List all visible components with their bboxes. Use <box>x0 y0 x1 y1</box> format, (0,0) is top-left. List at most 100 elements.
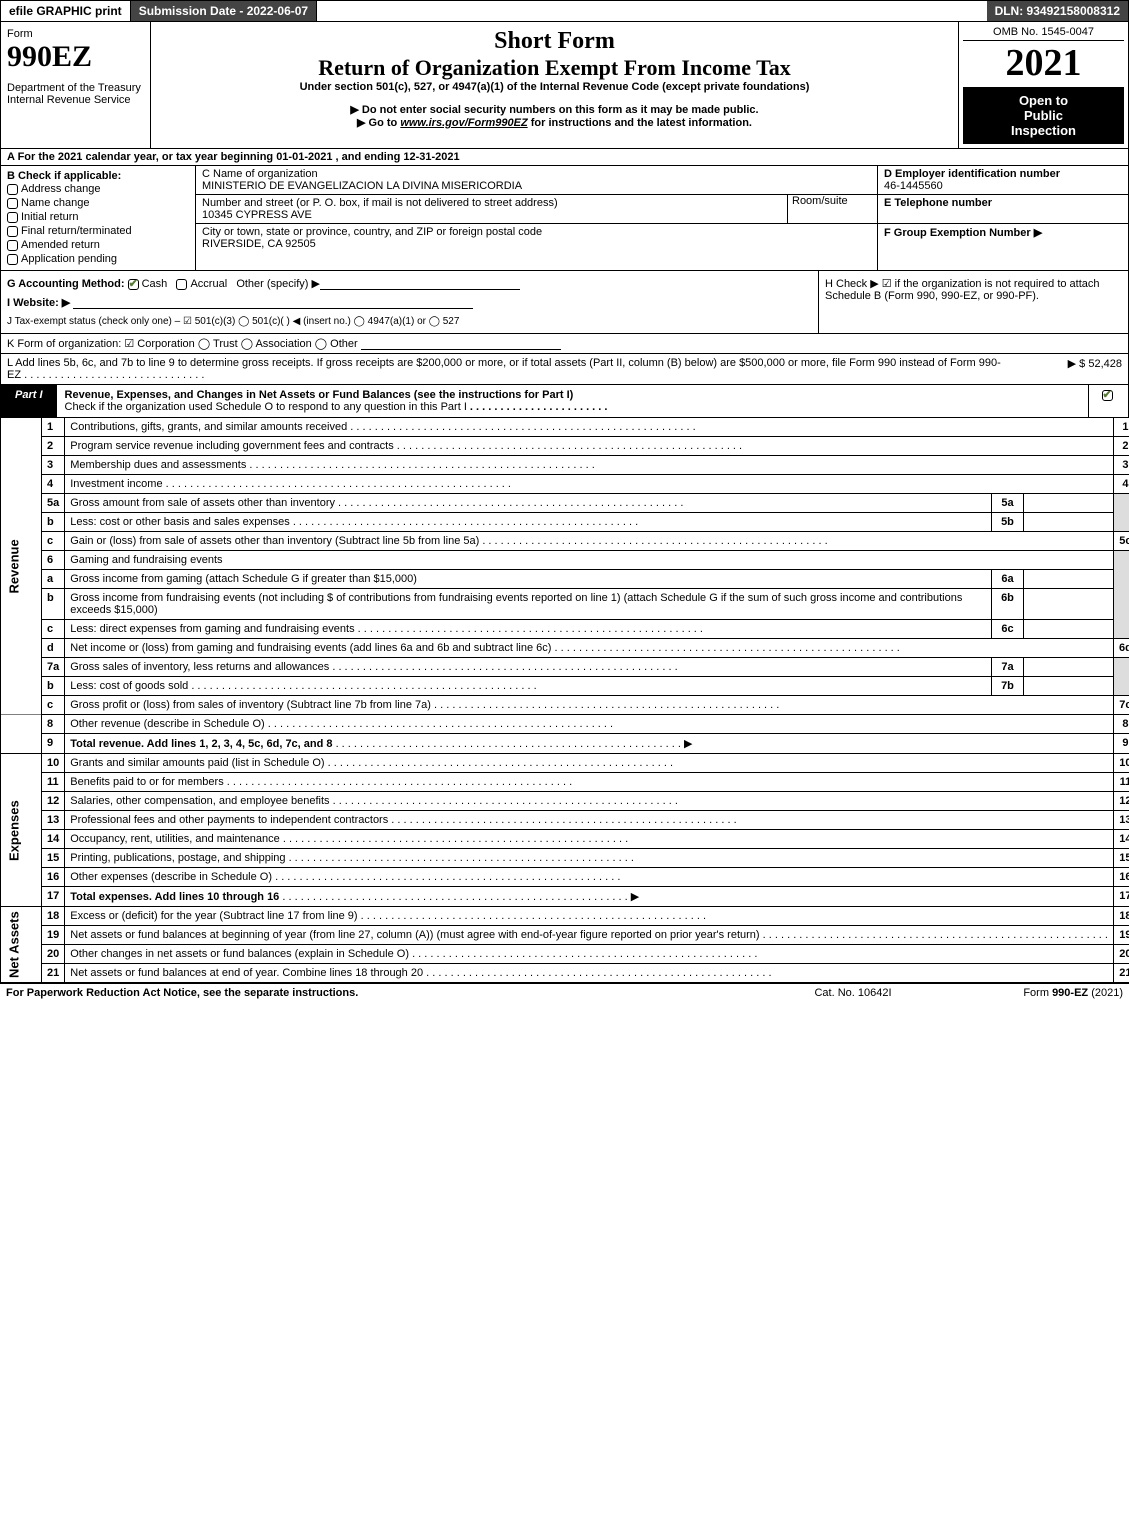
room-label: Room/suite <box>792 195 848 207</box>
line-18-desc: Excess or (deficit) for the year (Subtra… <box>65 907 1114 926</box>
org-address: 10345 CYPRESS AVE <box>202 209 787 221</box>
i-label: I Website: ▶ <box>7 297 70 309</box>
line-6c-desc: Less: direct expenses from gaming and fu… <box>65 620 992 639</box>
line-15-desc: Printing, publications, postage, and shi… <box>65 849 1114 868</box>
tax-year: 2021 <box>963 41 1124 85</box>
ein-label: D Employer identification number <box>884 168 1060 180</box>
header-center: Short Form Return of Organization Exempt… <box>151 22 958 148</box>
part1-tab: Part I <box>1 385 57 417</box>
footer-left: For Paperwork Reduction Act Notice, see … <box>6 987 753 999</box>
c-city-label: City or town, state or province, country… <box>202 226 871 238</box>
line-2-desc: Program service revenue including govern… <box>65 437 1114 456</box>
l-text: L Add lines 5b, 6c, and 7b to line 9 to … <box>7 357 1002 381</box>
col-d: D Employer identification number 46-1445… <box>878 166 1128 270</box>
form-title: Return of Organization Exempt From Incom… <box>161 55 948 81</box>
header-right: OMB No. 1545-0047 2021 Open to Public In… <box>958 22 1128 148</box>
line-19-desc: Net assets or fund balances at beginning… <box>65 926 1114 945</box>
part1-title: Revenue, Expenses, and Changes in Net As… <box>57 385 1088 417</box>
line-6a-val <box>1023 570 1113 589</box>
k-other-blank[interactable] <box>361 338 561 350</box>
form-subtitle: Under section 501(c), 527, or 4947(a)(1)… <box>161 81 948 93</box>
open-to-public: Open to Public Inspection <box>963 87 1124 144</box>
line-6c-val <box>1023 620 1113 639</box>
goto-pre: ▶ Go to <box>357 117 400 129</box>
line-4-desc: Investment income <box>65 475 1114 494</box>
footer: For Paperwork Reduction Act Notice, see … <box>0 983 1129 1002</box>
row-l: L Add lines 5b, 6c, and 7b to line 9 to … <box>0 354 1129 385</box>
line-6-desc: Gaming and fundraising events <box>65 551 1114 570</box>
lines-table: Revenue 1 Contributions, gifts, grants, … <box>0 418 1129 983</box>
chk-application-pending[interactable] <box>7 254 18 265</box>
telephone-label: E Telephone number <box>884 197 992 209</box>
submission-date: Submission Date - 2022-06-07 <box>131 1 317 21</box>
org-name: MINISTERIO DE EVANGELIZACION LA DIVINA M… <box>202 180 871 192</box>
line-6b-val <box>1023 589 1113 620</box>
section-bcd: B Check if applicable: Address change Na… <box>0 166 1129 271</box>
line-8-desc: Other revenue (describe in Schedule O) <box>65 715 1114 734</box>
line-1-desc: Contributions, gifts, grants, and simila… <box>65 418 1114 437</box>
chk-initial-return[interactable] <box>7 212 18 223</box>
line-11-desc: Benefits paid to or for members <box>65 773 1114 792</box>
org-city: RIVERSIDE, CA 92505 <box>202 238 871 250</box>
form-word: Form <box>7 28 144 40</box>
line-5b-desc: Less: cost or other basis and sales expe… <box>65 513 992 532</box>
footer-center: Cat. No. 10642I <box>753 987 953 999</box>
h-text: H Check ▶ ☑ if the organization is not r… <box>825 278 1100 302</box>
line-5a-desc: Gross amount from sale of assets other t… <box>65 494 992 513</box>
line-17-desc: Total expenses. Add lines 10 through 16 <box>65 887 1114 907</box>
revenue-label: Revenue <box>1 418 42 715</box>
chk-final-return[interactable] <box>7 226 18 237</box>
k-text: K Form of organization: ☑ Corporation ◯ … <box>7 338 358 350</box>
form-header: Form 990EZ Department of the Treasury In… <box>0 22 1129 149</box>
line-20-desc: Other changes in net assets or fund bala… <box>65 945 1114 964</box>
form-number: 990EZ <box>7 40 144 74</box>
open-line-3: Inspection <box>967 123 1120 138</box>
chk-amended-return[interactable] <box>7 240 18 251</box>
line-5a-val <box>1023 494 1113 513</box>
efile-print[interactable]: efile GRAPHIC print <box>1 1 131 21</box>
short-form-label: Short Form <box>161 28 948 55</box>
g-label: G Accounting Method: <box>7 278 125 290</box>
line-7a-desc: Gross sales of inventory, less returns a… <box>65 658 992 677</box>
goto-line: ▶ Go to www.irs.gov/Form990EZ for instru… <box>161 116 948 129</box>
line-14-desc: Occupancy, rent, utilities, and maintena… <box>65 830 1114 849</box>
line-3-desc: Membership dues and assessments <box>65 456 1114 475</box>
chk-accrual[interactable] <box>176 279 187 290</box>
line-10-desc: Grants and similar amounts paid (list in… <box>65 754 1114 773</box>
ghi-left: G Accounting Method: Cash Accrual Other … <box>1 271 818 333</box>
group-exemption-label: F Group Exemption Number ▶ <box>884 227 1042 239</box>
dept-line-1: Department of the Treasury <box>7 82 144 94</box>
section-ghij: G Accounting Method: Cash Accrual Other … <box>0 271 1129 334</box>
line-5c-desc: Gain or (loss) from sale of assets other… <box>65 532 1114 551</box>
open-line-2: Public <box>967 108 1120 123</box>
part1-check[interactable] <box>1088 385 1128 417</box>
goto-link[interactable]: www.irs.gov/Form990EZ <box>400 117 527 129</box>
line-6d-desc: Net income or (loss) from gaming and fun… <box>65 639 1114 658</box>
row-a-tax-year: A For the 2021 calendar year, or tax yea… <box>0 149 1129 166</box>
j-tax-exempt: J Tax-exempt status (check only one) – ☑… <box>7 315 812 327</box>
other-method-blank[interactable] <box>320 278 520 290</box>
line-12-desc: Salaries, other compensation, and employ… <box>65 792 1114 811</box>
dept-line-2: Internal Revenue Service <box>7 94 144 106</box>
chk-name-change[interactable] <box>7 198 18 209</box>
dln: DLN: 93492158008312 <box>987 1 1128 21</box>
c-addr-label: Number and street (or P. O. box, if mail… <box>202 197 558 209</box>
line-7a-val <box>1023 658 1113 677</box>
line-9-desc: Total revenue. Add lines 1, 2, 3, 4, 5c,… <box>65 734 1114 754</box>
website-blank[interactable] <box>73 297 473 309</box>
chk-address-change[interactable] <box>7 184 18 195</box>
col-c: C Name of organization MINISTERIO DE EVA… <box>196 166 878 270</box>
footer-right: Form 990-EZ (2021) <box>953 987 1123 999</box>
ein-value: 46-1445560 <box>884 180 1122 192</box>
open-line-1: Open to <box>967 93 1120 108</box>
part1-header: Part I Revenue, Expenses, and Changes in… <box>0 385 1129 418</box>
ssn-warning: ▶ Do not enter social security numbers o… <box>161 103 948 116</box>
chk-cash[interactable] <box>128 279 139 290</box>
omb-number: OMB No. 1545-0047 <box>963 26 1124 41</box>
l-amount: ▶ $ 52,428 <box>1002 357 1122 381</box>
line-6b-desc: Gross income from fundraising events (no… <box>65 589 992 620</box>
line-13-desc: Professional fees and other payments to … <box>65 811 1114 830</box>
line-7c-desc: Gross profit or (loss) from sales of inv… <box>65 696 1114 715</box>
expenses-label: Expenses <box>1 754 42 907</box>
row-k: K Form of organization: ☑ Corporation ◯ … <box>0 334 1129 354</box>
